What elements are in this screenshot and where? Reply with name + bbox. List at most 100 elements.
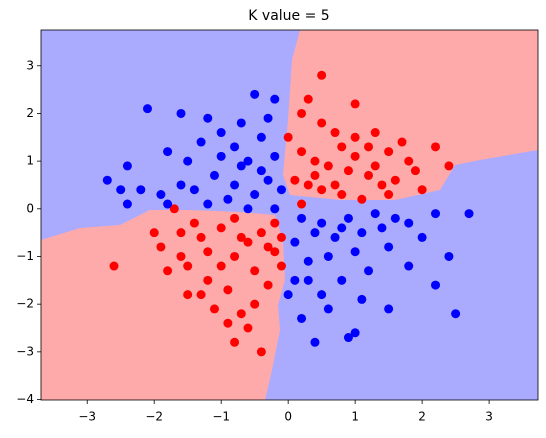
point: [250, 89, 260, 99]
point: [384, 304, 394, 314]
point: [303, 275, 313, 285]
point: [350, 328, 360, 338]
point: [263, 280, 273, 290]
point: [176, 180, 186, 190]
point: [310, 228, 320, 238]
point: [156, 189, 166, 199]
point: [364, 266, 374, 276]
point: [417, 185, 427, 195]
point: [270, 151, 280, 161]
point: [109, 261, 119, 271]
point: [250, 266, 260, 276]
point: [183, 290, 193, 300]
point: [176, 251, 186, 261]
chart-title: K value = 5: [248, 8, 329, 24]
point: [176, 228, 186, 238]
point: [310, 337, 320, 347]
point: [263, 113, 273, 123]
point: [122, 199, 132, 209]
point: [256, 347, 266, 357]
point: [283, 132, 293, 142]
point: [250, 299, 260, 309]
point: [417, 232, 427, 242]
point: [431, 142, 441, 152]
point: [337, 223, 347, 233]
point: [370, 161, 380, 171]
point: [404, 218, 414, 228]
point: [323, 251, 333, 261]
point: [397, 137, 407, 147]
point: [317, 218, 327, 228]
point: [350, 99, 360, 109]
point: [163, 266, 173, 276]
point: [310, 156, 320, 166]
x-tick-label: 3: [485, 410, 493, 424]
point: [209, 304, 219, 314]
point: [343, 213, 353, 223]
point: [297, 313, 307, 323]
point: [444, 251, 454, 261]
point: [122, 161, 132, 171]
point: [263, 242, 273, 252]
point: [337, 189, 347, 199]
point: [323, 304, 333, 314]
point: [136, 185, 146, 195]
point: [143, 104, 152, 114]
point: [256, 228, 266, 238]
point: [236, 309, 246, 319]
x-tick-label: 2: [418, 410, 426, 424]
axes-frame: [40, 29, 539, 401]
point: [384, 147, 394, 157]
point: [203, 113, 213, 123]
point: [317, 118, 327, 128]
point: [337, 142, 347, 152]
point: [444, 161, 454, 171]
point: [183, 261, 193, 271]
point: [230, 142, 240, 152]
y-tick-label: 1: [26, 154, 34, 168]
point: [203, 275, 213, 285]
y-tick-label: 0: [26, 201, 34, 215]
point: [377, 180, 387, 190]
point: [297, 108, 307, 118]
point: [290, 175, 300, 185]
point: [390, 175, 400, 185]
point: [410, 166, 420, 176]
point: [256, 132, 266, 142]
point: [236, 161, 246, 171]
point: [276, 261, 286, 271]
point: [243, 323, 253, 333]
point: [223, 194, 233, 204]
point: [276, 232, 286, 242]
point: [370, 209, 380, 219]
point: [270, 204, 280, 214]
point: [290, 275, 300, 285]
point: [230, 213, 240, 223]
point: [377, 223, 387, 233]
point: [196, 232, 206, 242]
x-tick-label: −1: [212, 410, 230, 424]
y-tick-label: 3: [26, 58, 34, 72]
point: [230, 251, 240, 261]
y-tick-label: −4: [16, 392, 34, 406]
point: [183, 156, 193, 166]
point: [263, 175, 273, 185]
point: [230, 337, 240, 347]
point: [431, 280, 441, 290]
point: [270, 94, 280, 104]
point: [317, 70, 327, 80]
point: [163, 199, 173, 209]
point: [156, 242, 166, 252]
point: [236, 232, 246, 242]
point: [236, 118, 246, 128]
point: [431, 209, 441, 219]
point: [216, 223, 226, 233]
point: [384, 189, 394, 199]
point: [243, 237, 253, 247]
point: [350, 132, 360, 142]
y-tick-label: 2: [26, 106, 34, 120]
region-red: [283, 30, 538, 200]
point: [384, 242, 394, 252]
point: [116, 185, 126, 195]
point: [404, 261, 414, 271]
